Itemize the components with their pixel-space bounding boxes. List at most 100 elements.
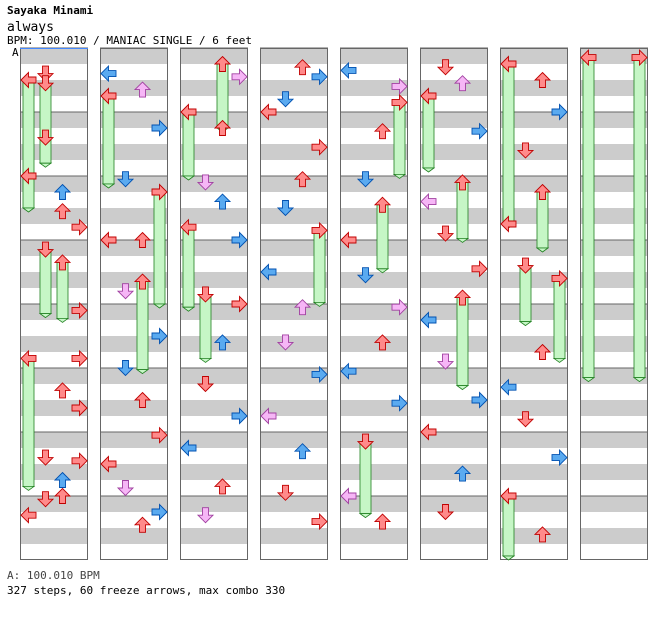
beat-stripe: [340, 144, 408, 160]
freeze-head-arrow: [36, 241, 55, 258]
beat-stripe: [180, 336, 248, 352]
freeze-end: [392, 173, 407, 179]
step-arrow: [260, 263, 277, 281]
freeze-head-arrow: [453, 174, 472, 191]
freeze-end: [581, 377, 596, 383]
step-arrow: [356, 267, 375, 284]
beat-stripe: [420, 176, 488, 192]
step-arrow: [213, 193, 232, 210]
freeze-end: [552, 357, 567, 363]
beat-stripe: [100, 304, 168, 320]
step-arrow: [36, 129, 55, 146]
beat-stripe: [420, 48, 488, 64]
beat-stripe: [340, 528, 408, 544]
chart-column: [340, 47, 408, 560]
beat-stripe: [580, 464, 648, 480]
step-arrow: [533, 526, 552, 543]
step-arrow: [436, 353, 455, 370]
step-arrow: [231, 231, 248, 249]
freeze-bar: [216, 63, 229, 129]
chart-column: [580, 47, 648, 560]
beat-stripe: [180, 528, 248, 544]
beat-stripe: [180, 48, 248, 64]
beat-stripe: [500, 176, 568, 192]
beat-stripe: [180, 208, 248, 224]
beat-stripe: [500, 80, 568, 96]
freeze-end: [518, 321, 533, 327]
beat-stripe: [500, 464, 568, 480]
step-arrow: [453, 465, 472, 482]
beat-stripe: [20, 304, 88, 320]
step-arrow: [391, 394, 408, 412]
freeze-end: [101, 183, 116, 189]
step-arrow: [133, 516, 152, 533]
beat-stripe: [580, 400, 648, 416]
freeze-bar: [633, 57, 646, 378]
beat-stripe: [500, 240, 568, 256]
beat-stripe: [500, 496, 568, 512]
freeze-bar: [102, 95, 115, 185]
freeze-head-arrow: [311, 221, 328, 239]
beat-stripe: [100, 496, 168, 512]
column-frame: [100, 48, 168, 560]
step-arrow: [293, 299, 312, 316]
step-arrow: [53, 183, 72, 200]
beat-stripe: [20, 112, 88, 128]
step-arrow: [196, 174, 215, 191]
freeze-bar: [393, 102, 406, 175]
beat-stripe: [580, 368, 648, 384]
beat-stripe: [260, 272, 328, 288]
beat-stripe: [580, 240, 648, 256]
beat-stripe: [20, 336, 88, 352]
beat-stripe: [180, 240, 248, 256]
beat-stripe: [500, 304, 568, 320]
beat-stripe: [420, 400, 488, 416]
step-arrow: [311, 68, 328, 86]
beat-stripe: [20, 208, 88, 224]
beat-stripe: [340, 336, 408, 352]
freeze-head-arrow: [356, 433, 375, 450]
beat-stripe: [580, 496, 648, 512]
step-arrow: [373, 334, 392, 351]
step-arrow: [260, 103, 277, 121]
step-arrow: [436, 59, 455, 76]
beat-stripe: [340, 176, 408, 192]
freeze-end: [198, 357, 213, 363]
beat-stripe: [420, 144, 488, 160]
step-arrow: [471, 260, 488, 278]
beat-stripe: [180, 144, 248, 160]
step-arrow: [196, 507, 215, 524]
beat-stripe: [340, 80, 408, 96]
freeze-head-arrow: [180, 218, 197, 236]
freeze-end: [55, 317, 70, 323]
step-arrow: [53, 487, 72, 504]
step-arrow: [36, 449, 55, 466]
beat-stripe: [420, 464, 488, 480]
freeze-bar: [39, 82, 52, 164]
freeze-end: [535, 247, 550, 253]
step-arrow: [311, 138, 328, 156]
step-arrow: [53, 382, 72, 399]
beat-stripe: [580, 48, 648, 64]
beat-stripe: [20, 144, 88, 160]
step-arrow: [53, 471, 72, 488]
freeze-bar: [199, 293, 212, 359]
freeze-end: [152, 303, 167, 309]
step-arrow: [151, 327, 168, 345]
step-arrow: [373, 513, 392, 530]
step-arrow: [180, 439, 197, 457]
beat-stripe: [500, 272, 568, 288]
freeze-head-arrow: [500, 487, 517, 505]
step-arrow: [276, 200, 295, 217]
beat-stripe: [500, 336, 568, 352]
freeze-end: [632, 377, 647, 383]
beat-stripe: [340, 400, 408, 416]
beat-stripe: [260, 368, 328, 384]
chart-column: [180, 47, 248, 560]
beat-stripe: [260, 208, 328, 224]
step-arrow: [36, 65, 55, 82]
freeze-end: [421, 167, 436, 173]
freeze-head-arrow: [420, 87, 437, 105]
beat-stripe: [340, 432, 408, 448]
beat-stripe: [580, 80, 648, 96]
